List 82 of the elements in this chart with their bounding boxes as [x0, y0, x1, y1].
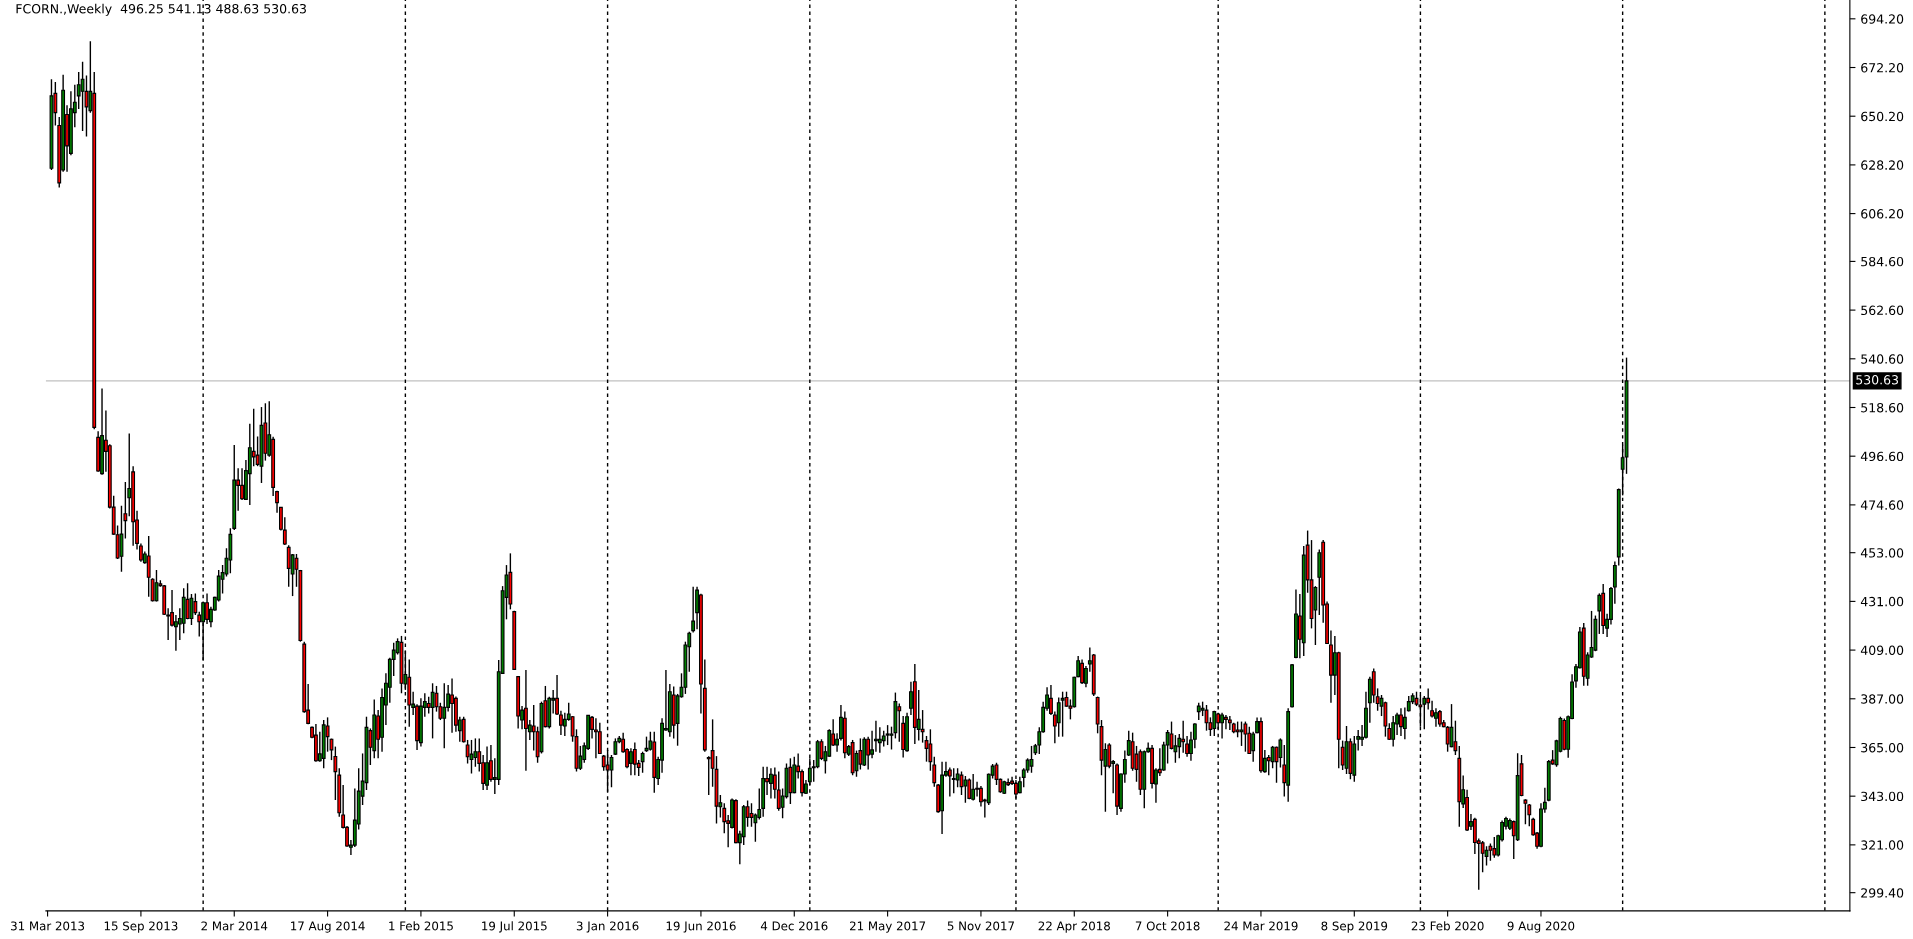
candlestick	[450, 677, 454, 734]
candlestick	[1445, 725, 1450, 753]
candlestick	[1426, 687, 1431, 711]
y-tick-label: 431.00	[1860, 596, 1904, 607]
candlestick	[1391, 715, 1396, 748]
candlestick	[1224, 714, 1228, 731]
x-tick-label: 5 Nov 2017	[947, 921, 1014, 931]
y-tick-label: 474.60	[1860, 500, 1904, 510]
candlestick	[1243, 720, 1248, 753]
x-tick-label: 8 Sep 2019	[1321, 921, 1388, 933]
x-tick-label: 22 Apr 2018	[1038, 921, 1110, 933]
x-tick-label: 31 Mar 2013	[11, 921, 85, 931]
ref-line-label: 530.63	[1856, 375, 1899, 385]
candlestick	[609, 754, 614, 789]
candlestick	[1227, 715, 1232, 731]
candlestick	[469, 739, 474, 775]
y-tick-label: 584.60	[1861, 256, 1904, 267]
candlestick	[1173, 734, 1178, 764]
y-tick-label: 672.20	[1861, 62, 1904, 73]
candlestick	[442, 682, 447, 750]
y-tick-label: 562.60	[1861, 305, 1904, 316]
candlestick	[1220, 712, 1224, 740]
x-tick-label: 7 Oct 2018	[1135, 921, 1200, 931]
y-tick-label: 365.00	[1861, 742, 1904, 753]
candlestick	[1340, 739, 1345, 771]
candlestick	[951, 767, 956, 794]
candlestick	[1181, 720, 1186, 754]
candlestick	[1060, 691, 1065, 738]
x-tick-label: 4 Dec 2016	[760, 921, 828, 931]
candlestick	[1399, 707, 1403, 737]
candlestick	[485, 745, 489, 791]
candlestick	[769, 767, 773, 800]
candlestick	[524, 669, 528, 772]
y-tick-label: 518.60	[1861, 402, 1904, 413]
y-tick-label: 343.00	[1861, 791, 1904, 802]
y-tick-label: 694.20	[1861, 14, 1904, 24]
candlestick	[154, 569, 159, 603]
y-tick-label: 540.60	[1861, 354, 1904, 364]
x-tick-label: 17 Aug 2014	[291, 921, 365, 933]
x-tick-label: 19 Jun 2016	[666, 921, 736, 933]
y-tick-label: 496.60	[1860, 451, 1904, 462]
candlestick	[866, 735, 871, 771]
y-tick-label: 387.00	[1861, 694, 1904, 704]
candlestick	[286, 544, 291, 588]
y-tick-label: 453.00	[1860, 548, 1904, 558]
candlestick	[597, 721, 602, 755]
candlestick	[979, 785, 983, 808]
y-tick-label: 409.00	[1860, 645, 1904, 656]
x-tick-label: 1 Feb 2015	[389, 921, 453, 931]
candlestick	[205, 592, 209, 625]
y-tick-label: 321.00	[1861, 840, 1904, 850]
x-tick-label: 21 May 2017	[849, 921, 926, 933]
candlestick	[1597, 592, 1602, 635]
y-tick-label: 606.20	[1861, 209, 1904, 219]
candlestick	[1270, 745, 1275, 769]
candlestick	[629, 747, 633, 776]
x-tick-label: 2 Mar 2014	[201, 921, 268, 931]
candlestick	[1029, 745, 1034, 774]
candlestick	[971, 773, 976, 802]
candlestick	[1204, 704, 1209, 732]
x-tick-label: 23 Feb 2020	[1411, 921, 1484, 931]
y-tick-label: 299.40	[1861, 888, 1904, 898]
candlestick	[1080, 658, 1084, 685]
y-tick-label: 628.20	[1861, 160, 1904, 170]
candlestick	[691, 586, 696, 634]
candlestick	[1453, 720, 1458, 756]
x-tick-label: 3 Jan 2016	[576, 921, 639, 933]
candlestick	[1434, 707, 1438, 728]
x-tick-label: 19 Jul 2015	[482, 921, 547, 933]
candlestick	[119, 505, 124, 573]
chart-title: FCORN.,Weekly 496.25 541.13 488.63 530.63	[16, 3, 306, 16]
candlestick	[947, 766, 952, 798]
y-tick-label: 650.20	[1861, 111, 1904, 122]
candlestick	[1239, 720, 1244, 747]
candlestick	[1484, 845, 1489, 867]
candlestick	[594, 717, 598, 760]
x-tick-label: 15 Sep 2013	[104, 921, 178, 933]
x-tick-label: 9 Aug 2020	[1507, 921, 1575, 933]
candlestick	[632, 741, 637, 776]
candlestick	[640, 750, 645, 774]
x-tick-label: 24 Mar 2019	[1224, 921, 1298, 931]
candlestick	[1480, 840, 1485, 874]
